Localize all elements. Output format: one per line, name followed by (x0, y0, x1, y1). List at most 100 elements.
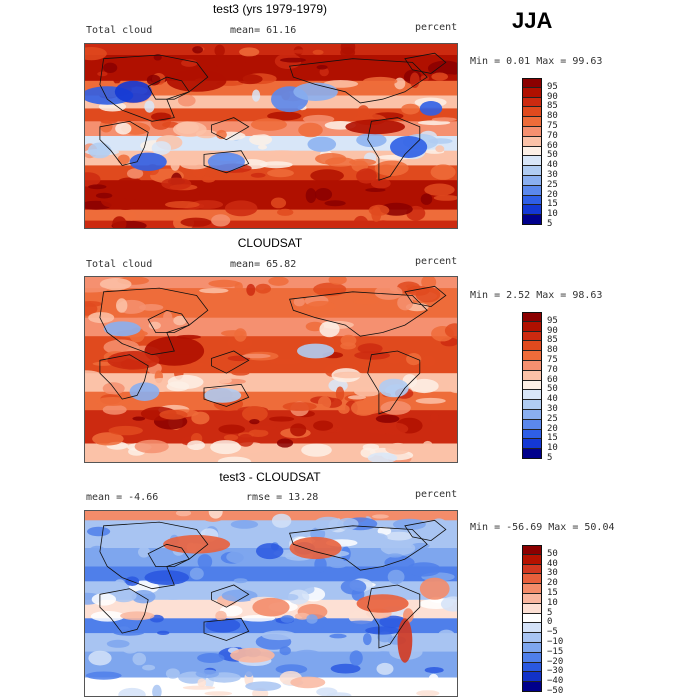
coastline (367, 350, 421, 415)
colorbar-swatch (522, 370, 542, 381)
field-anomaly (289, 536, 342, 560)
field-patch (108, 425, 143, 436)
field-patch (118, 177, 142, 186)
field-patch (237, 74, 263, 85)
colorbar-swatch (522, 127, 542, 137)
field-patch (204, 691, 233, 696)
colorbar-tick-label: 95 (547, 315, 558, 326)
panel1-title: test3 (yrs 1979-1979) (212, 2, 328, 16)
colorbar-swatch (522, 176, 542, 186)
field-patch (224, 200, 258, 217)
field-patch (354, 351, 390, 360)
colorbar-tick-label: 30 (547, 404, 558, 414)
field-patch (338, 404, 350, 414)
field-patch (406, 562, 441, 577)
field-patch (428, 673, 439, 685)
field-patch (290, 676, 326, 689)
field-patch (318, 396, 332, 410)
field-patch (354, 386, 381, 397)
field-patch (88, 142, 112, 159)
panel1-map-plot (85, 44, 457, 228)
field-patch (127, 168, 144, 179)
field-patch (412, 605, 421, 611)
field-patch (422, 440, 433, 450)
field-patch (349, 650, 363, 666)
field-patch (231, 370, 250, 376)
colorbar-swatch (522, 166, 542, 176)
field-patch (280, 57, 306, 63)
colorbar-tick-label: 85 (547, 335, 558, 346)
field-patch (387, 569, 405, 585)
field-patch (431, 72, 449, 81)
colorbar-swatch (522, 574, 542, 585)
colorbar-tick-label: 90 (547, 91, 558, 102)
coastline (147, 543, 190, 567)
field-patch (427, 60, 457, 77)
field-patch (95, 192, 113, 199)
coastline (147, 76, 190, 100)
field-patch (250, 118, 287, 131)
field-patch (357, 105, 370, 119)
field-patch (340, 334, 357, 347)
colorbar-tick-label: 90 (547, 325, 558, 336)
colorbar-frame (522, 545, 542, 692)
field-patch (292, 649, 322, 661)
colorbar-swatch (522, 633, 542, 643)
field-patch (368, 428, 396, 434)
field-patch (233, 578, 248, 584)
field-anomaly (293, 82, 338, 101)
field-patch (208, 279, 240, 288)
field-patch (430, 412, 439, 422)
field-patch (250, 172, 266, 178)
field-patch (116, 298, 128, 313)
field-patch (374, 160, 409, 176)
field-anomaly (390, 136, 428, 158)
colorbar-swatch (522, 419, 542, 430)
colorbar-swatch (522, 341, 542, 352)
field-patch (420, 193, 433, 205)
field-patch (100, 118, 118, 124)
field-patch (258, 144, 267, 150)
field-patch (421, 277, 437, 290)
field-patch (290, 423, 307, 437)
field-patch (353, 215, 369, 228)
field-anomaly (207, 152, 245, 171)
colorbar-tick-label: −30 (547, 666, 564, 677)
colorbar-swatch (522, 185, 542, 196)
field-patch (149, 522, 177, 538)
field-anomaly (107, 351, 160, 370)
colorbar-swatch (522, 156, 542, 167)
panel2-map (84, 276, 458, 463)
field-patch (372, 514, 389, 519)
panel3-mean-label: mean = -4.66 (86, 492, 159, 503)
coastline (404, 52, 447, 74)
colorbar-tick-label: 60 (547, 374, 558, 385)
field-patch (165, 201, 200, 209)
field-patch (252, 89, 261, 102)
colorbar-tick-label: 5 (547, 607, 553, 618)
field-patch (284, 594, 299, 601)
field-patch (223, 434, 239, 441)
field-patch (221, 330, 246, 337)
field-patch (431, 117, 457, 122)
colorbar-swatch (522, 594, 542, 604)
field-patch (353, 299, 379, 305)
field-patch (208, 511, 223, 519)
field-patch (287, 280, 314, 286)
colorbar-tick-label: −40 (547, 676, 564, 687)
field-patch (218, 424, 245, 434)
field-patch (249, 419, 260, 425)
field-patch (85, 671, 122, 680)
field-patch (88, 312, 115, 324)
field-patch (246, 283, 256, 296)
field-anomaly (129, 382, 160, 401)
panel2-title: CLOUDSAT (237, 236, 303, 250)
field-patch (217, 64, 245, 71)
panel1-minmax: Min = 0.01 Max = 99.63 (470, 56, 603, 67)
colorbar-tick-label: 85 (547, 101, 558, 112)
coastline (147, 309, 190, 333)
field-patch (371, 206, 382, 222)
panel2-mean-label: mean= 65.82 (230, 259, 297, 270)
field-patch (144, 100, 155, 113)
colorbar-tick-label: 95 (547, 81, 558, 92)
